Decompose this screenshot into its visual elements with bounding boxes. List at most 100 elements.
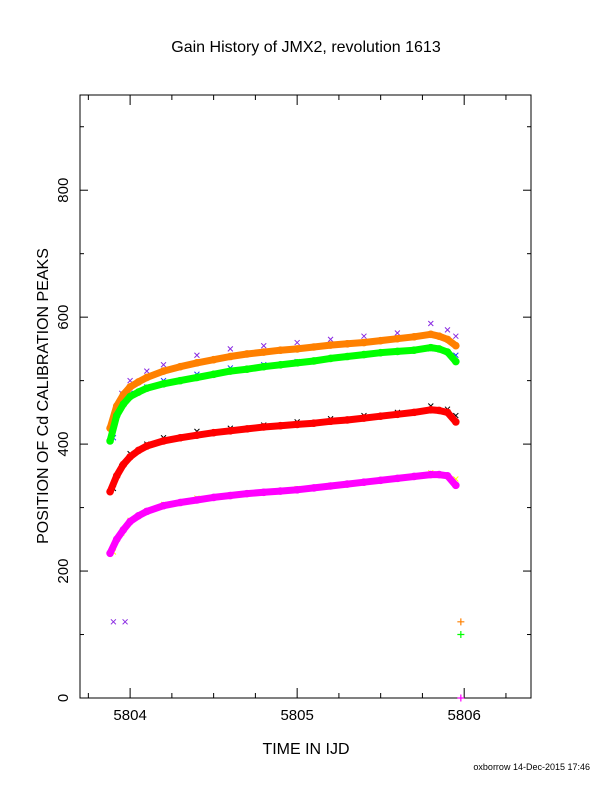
data-point (343, 480, 352, 488)
data-point (159, 437, 168, 445)
data-point (112, 411, 121, 420)
data-point (243, 365, 251, 374)
data-point (193, 431, 201, 440)
x-axis-label: TIME IN IJD (262, 741, 349, 758)
y-tick-label: 600 (55, 305, 72, 330)
data-point (126, 383, 134, 391)
data-point (452, 357, 460, 366)
data-point (294, 339, 301, 346)
data-point (426, 343, 435, 352)
data-point (276, 487, 285, 495)
data-point (310, 484, 318, 492)
data-point (160, 361, 167, 368)
data-point (293, 420, 301, 429)
data-point (393, 410, 402, 419)
data-point (293, 486, 301, 494)
data-point (209, 493, 218, 502)
chart-title: Gain History of JMX2, revolution 1613 (171, 39, 441, 56)
data-point (326, 341, 335, 349)
data-point (143, 373, 151, 382)
data-point (443, 472, 452, 480)
data-point (119, 525, 128, 534)
x-tick-label: 5804 (113, 707, 146, 724)
series-4 (106, 330, 460, 433)
data-point (143, 384, 151, 393)
data-point (134, 512, 143, 520)
data-point (259, 488, 268, 497)
data-point (119, 390, 128, 399)
data-point (310, 357, 318, 365)
data-point (393, 474, 402, 483)
data-point (343, 340, 352, 348)
data-point (435, 332, 443, 341)
data-point (193, 359, 201, 367)
data-point (176, 433, 185, 442)
data-point (227, 346, 234, 352)
data-point (112, 472, 121, 480)
data-point (193, 496, 201, 504)
data-point (293, 345, 301, 353)
data-point (310, 419, 318, 427)
data-point (134, 388, 143, 396)
data-point (326, 482, 335, 490)
data-point (106, 487, 114, 496)
data-point (343, 416, 352, 424)
data-point (143, 507, 151, 516)
y-tick-label: 0 (55, 694, 72, 702)
data-point (226, 426, 235, 435)
data-point (435, 470, 443, 479)
x-tick-label: 5805 (280, 707, 313, 724)
data-point (159, 501, 168, 510)
data-point (426, 470, 435, 479)
series-6 (106, 406, 460, 496)
data-point (159, 380, 168, 388)
series-band (106, 471, 460, 557)
data-point (393, 334, 402, 343)
data-point (260, 342, 267, 349)
y-tick-label: 200 (55, 559, 72, 584)
data-point (276, 346, 285, 354)
data-point (143, 368, 150, 374)
data-point (226, 367, 235, 375)
data-point (310, 343, 318, 351)
data-point (452, 333, 459, 340)
data-point (410, 333, 418, 341)
data-point (360, 338, 368, 347)
series-5 (106, 343, 460, 445)
data-point (276, 360, 285, 369)
data-point (243, 489, 251, 498)
data-point (159, 367, 168, 375)
data-point (376, 348, 385, 357)
data-point (360, 478, 368, 486)
y-tick-label: 400 (55, 432, 72, 457)
data-point (193, 373, 201, 382)
data-point (360, 350, 368, 359)
outlier-points (110, 618, 465, 702)
data-point (194, 352, 200, 359)
data-point (410, 472, 418, 481)
data-point (209, 355, 218, 364)
data-point (126, 453, 134, 461)
series-3 (110, 469, 459, 555)
data-point (106, 437, 114, 445)
data-point (452, 418, 460, 426)
data-point (426, 330, 435, 339)
data-point (119, 460, 128, 469)
data-point (443, 408, 452, 417)
data-point (326, 417, 335, 426)
data-point (276, 421, 285, 430)
data-point (259, 348, 268, 356)
data-point (376, 336, 385, 345)
x-axis-ticks: 5804 5805 5806 (87, 95, 507, 724)
data-point (327, 336, 334, 343)
y-tick-label: 800 (55, 178, 72, 203)
data-point (435, 345, 443, 353)
data-point (143, 442, 151, 450)
x-tick-label: 5806 (447, 707, 480, 724)
data-series (106, 320, 465, 702)
data-point (452, 341, 460, 350)
data-point (134, 446, 143, 455)
data-point (176, 376, 185, 385)
outlier-point (457, 631, 465, 639)
data-point (293, 359, 301, 367)
